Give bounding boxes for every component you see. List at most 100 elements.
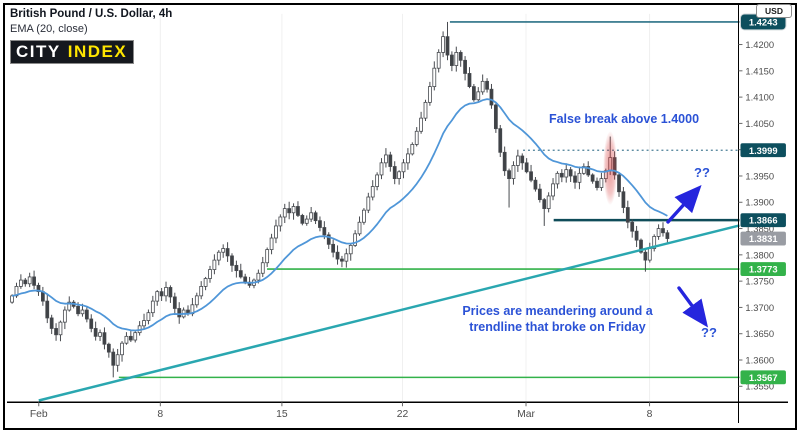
candle [454, 52, 459, 66]
candle [36, 284, 41, 293]
candle [172, 296, 177, 309]
candle [485, 80, 489, 90]
candle [269, 237, 274, 250]
price-tick-label: 1.3900 [745, 198, 774, 208]
candle [617, 174, 621, 193]
candle [392, 166, 397, 180]
candle [564, 169, 569, 178]
question-marks-down: ?? [701, 325, 717, 340]
trendline[interactable] [38, 224, 740, 402]
candle [67, 301, 72, 311]
price-tick-label: 1.3850 [745, 224, 774, 234]
price-tick-label: 1.4100 [745, 93, 774, 103]
candle [661, 228, 665, 234]
price-tick-label: 1.4050 [745, 119, 774, 129]
candle [287, 208, 292, 214]
logo-index: INDEX [67, 42, 128, 61]
candle [120, 342, 124, 356]
indicator-label: EMA (20, close) [10, 23, 88, 35]
candle [216, 251, 221, 261]
candle [357, 221, 362, 235]
candle [542, 199, 547, 209]
candle [384, 154, 388, 164]
candle [27, 276, 32, 285]
candle [260, 262, 265, 274]
candle [93, 328, 98, 337]
candle [340, 258, 344, 262]
candle [208, 269, 212, 279]
candle [577, 172, 582, 183]
candle [366, 196, 371, 211]
candle [124, 335, 129, 344]
candle [463, 59, 467, 74]
candle [480, 80, 485, 93]
candle [326, 234, 331, 245]
candle [80, 309, 85, 315]
candle [234, 264, 239, 272]
candle [62, 309, 67, 323]
ema-line [11, 98, 668, 332]
candle [498, 128, 503, 153]
candle [630, 221, 635, 232]
candle [274, 225, 278, 239]
meandering-annotation: Prices are meandering around a trendline… [455, 303, 660, 335]
resistance-price-label: 1.3866 [740, 213, 786, 228]
price-tick-label: 1.3950 [745, 171, 774, 181]
false-break-price-label: 1.3999 [740, 143, 786, 158]
candle [476, 91, 481, 101]
time-tick-label: Mar [517, 409, 535, 420]
price-tick-label: 1.3700 [745, 303, 774, 313]
candle [203, 278, 208, 287]
candle [445, 36, 450, 56]
svg-text:1.3831: 1.3831 [749, 234, 778, 244]
candle [304, 218, 309, 224]
time-axis[interactable]: Feb 8 15 22 Mar 8 [30, 402, 653, 420]
candle [348, 244, 353, 255]
candle [537, 188, 542, 201]
candle [410, 144, 415, 155]
candle [647, 248, 652, 261]
candle [428, 86, 432, 103]
candle [625, 207, 630, 223]
support-price-label: 1.3773 [740, 262, 786, 276]
candle [652, 236, 657, 249]
candle [238, 270, 243, 278]
candle [595, 180, 599, 188]
candle [146, 312, 151, 321]
candle [436, 52, 441, 69]
candle [520, 155, 525, 164]
price-axis[interactable]: 1.42001.41501.41001.40501.40001.39501.39… [738, 40, 774, 392]
candle [212, 259, 217, 270]
candle [529, 171, 533, 181]
candle [256, 272, 261, 281]
candle [115, 354, 120, 366]
candle [32, 276, 36, 286]
candle [370, 186, 375, 198]
candle [243, 276, 248, 283]
price-chart-canvas[interactable]: 1.42001.41501.41001.40501.40001.39501.39… [5, 5, 795, 428]
false-break-annotation: False break above 1.4000 [548, 112, 700, 126]
candle [23, 279, 28, 285]
candle [533, 179, 538, 190]
candle [401, 162, 406, 173]
candle [309, 212, 314, 220]
candle [643, 251, 648, 261]
candle [159, 291, 164, 297]
price-tick-label: 1.3550 [745, 382, 774, 392]
candle [111, 351, 116, 366]
candle [278, 216, 283, 227]
time-tick-label: 8 [647, 409, 653, 420]
question-marks-up: ?? [694, 165, 710, 180]
candle [102, 332, 107, 345]
candle [199, 285, 204, 297]
chart-frame: 1.42001.41501.41001.40501.40001.39501.39… [3, 3, 797, 430]
price-tick-label: 1.4150 [745, 66, 774, 76]
candle [471, 86, 476, 101]
currency-toggle-badge[interactable]: USD [756, 4, 792, 18]
svg-text:1.4243: 1.4243 [749, 17, 778, 27]
candle [142, 320, 146, 327]
candle [225, 248, 230, 257]
price-tick-label: 1.3800 [745, 250, 774, 260]
svg-text:1.3866: 1.3866 [749, 216, 778, 226]
candle [634, 230, 639, 241]
